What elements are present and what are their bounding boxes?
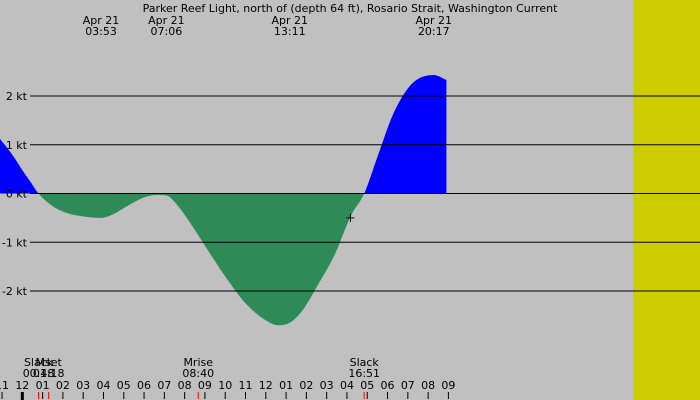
x-tick-label: 06 (137, 379, 151, 392)
current-curve (0, 75, 447, 326)
x-tick-label: 11 (239, 379, 253, 392)
x-tick-label: 11 (0, 379, 9, 392)
bottom-event-time: 08:40 (182, 367, 214, 380)
x-tick-label: 05 (117, 379, 131, 392)
bottom-event-label: Mset (36, 356, 63, 369)
x-tick-label: 01 (279, 379, 293, 392)
event-time: 07:06 (151, 25, 183, 38)
bottom-event-time: 00:48 (23, 367, 55, 380)
event-time: 13:11 (274, 25, 306, 38)
x-tick-label: 07 (401, 379, 415, 392)
bottom-event-time: 01:18 (33, 367, 65, 380)
midnight-tick (20, 392, 24, 400)
x-tick-label: 08 (421, 379, 435, 392)
daylight-band (633, 0, 700, 400)
x-tick-label: 01 (36, 379, 50, 392)
x-tick-label: 04 (340, 379, 354, 392)
event-date: Apr 21 (83, 14, 120, 27)
x-tick-label: 09 (198, 379, 212, 392)
x-tick-label: 12 (15, 379, 29, 392)
event-time: 20:17 (418, 25, 450, 38)
x-tick-label: 06 (381, 379, 395, 392)
y-tick-label: 1 kt (6, 139, 28, 152)
bottom-event-label: Slack (24, 356, 54, 369)
x-tick-label: 09 (441, 379, 455, 392)
x-tick-label: 03 (320, 379, 334, 392)
chart-title: Parker Reef Light, north of (depth 64 ft… (143, 2, 559, 15)
ebb-area (38, 193, 365, 326)
x-tick-label: 12 (259, 379, 273, 392)
x-tick-label: 02 (56, 379, 70, 392)
x-tick-label: 02 (299, 379, 313, 392)
y-tick-label: 2 kt (6, 90, 28, 103)
x-tick-label: 07 (157, 379, 171, 392)
event-date: Apr 21 (416, 14, 453, 27)
x-tick-label: 05 (360, 379, 374, 392)
y-axis-labels: 2 kt 1 kt 0 kt -1 kt -2 kt (2, 90, 28, 298)
y-tick-label: 0 kt (6, 188, 28, 201)
flood-area (0, 75, 447, 194)
y-tick-label: -1 kt (2, 236, 28, 249)
x-tick-label: 10 (218, 379, 232, 392)
current-time-marker (346, 213, 355, 222)
x-tick-label: 03 (76, 379, 90, 392)
bottom-event-time: 16:51 (348, 367, 380, 380)
event-date: Apr 21 (271, 14, 308, 27)
x-tick-label: 04 (96, 379, 110, 392)
bottom-event-label: Mrise (183, 356, 213, 369)
event-date: Apr 21 (148, 14, 185, 27)
bottom-event-label: Slack (350, 356, 380, 369)
gridlines (30, 95, 700, 292)
x-tick-label: 08 (178, 379, 192, 392)
y-tick-label: -2 kt (2, 285, 28, 298)
event-time: 03:53 (85, 25, 117, 38)
x-axis-ticks: 11 12 01 02 03 04 05 06 07 08 09 10 11 12 01 02 03 04 05 06… (0, 379, 455, 400)
